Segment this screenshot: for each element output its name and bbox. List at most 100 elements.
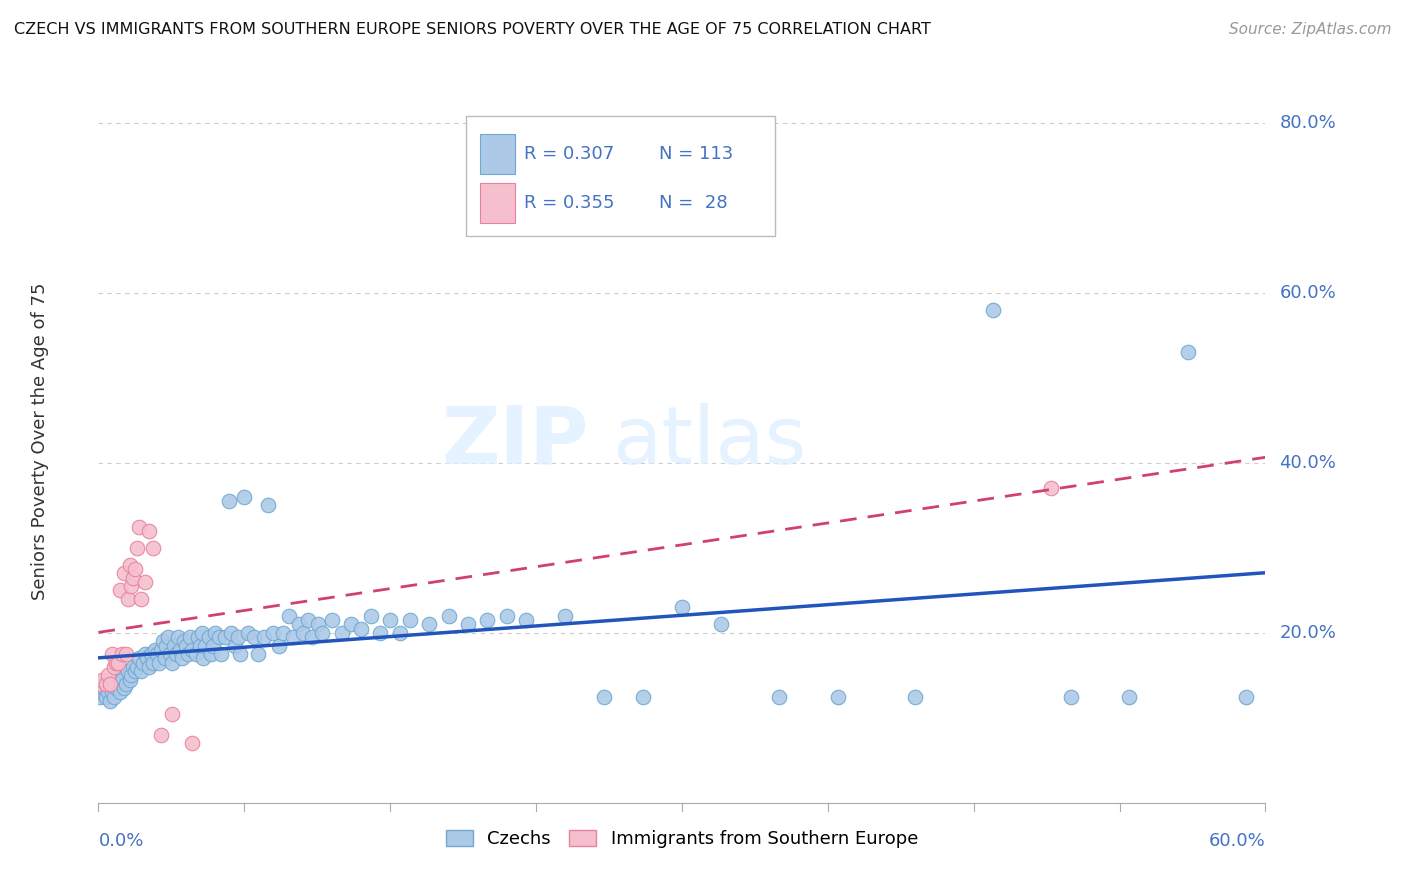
Point: [162, 656, 184, 670]
Point: [278, 608, 301, 623]
Point: [340, 617, 363, 632]
Point: [127, 541, 149, 555]
Point: [112, 681, 135, 695]
Point: [121, 668, 143, 682]
Point: [132, 656, 155, 670]
Point: [89, 690, 111, 704]
Point: [457, 617, 479, 632]
Point: [1060, 690, 1083, 704]
Point: [173, 634, 195, 648]
Point: [188, 639, 211, 653]
Point: [179, 630, 201, 644]
Point: [124, 664, 146, 678]
Text: Seniors Poverty Over the Age of 75: Seniors Poverty Over the Age of 75: [31, 283, 49, 600]
Point: [103, 690, 125, 704]
Point: [209, 647, 232, 661]
Point: [398, 613, 420, 627]
Point: [291, 625, 314, 640]
Point: [107, 677, 129, 691]
Point: [101, 685, 124, 699]
Point: [114, 677, 136, 691]
Point: [142, 541, 165, 555]
Point: [253, 630, 276, 644]
Point: [117, 591, 139, 606]
Point: [218, 494, 240, 508]
Point: [388, 625, 411, 640]
Point: [129, 591, 152, 606]
Text: 80.0%: 80.0%: [1279, 114, 1336, 132]
Point: [104, 656, 127, 670]
Point: [96, 677, 118, 691]
Point: [165, 647, 187, 661]
Point: [200, 647, 222, 661]
Point: [107, 668, 129, 682]
Point: [311, 625, 333, 640]
Point: [228, 630, 250, 644]
Point: [238, 625, 260, 640]
Point: [149, 728, 172, 742]
Point: [96, 690, 118, 704]
Point: [1234, 690, 1257, 704]
Text: 0.0%: 0.0%: [98, 831, 143, 850]
Point: [768, 690, 790, 704]
Point: [101, 677, 124, 691]
Point: [107, 656, 129, 670]
Text: R = 0.355: R = 0.355: [524, 194, 614, 212]
Point: [360, 608, 382, 623]
Point: [143, 642, 166, 657]
Point: [174, 639, 197, 653]
Text: 60.0%: 60.0%: [1209, 831, 1265, 850]
Point: [98, 694, 121, 708]
Point: [129, 664, 152, 678]
Point: [262, 625, 284, 640]
Point: [117, 664, 139, 678]
Text: 40.0%: 40.0%: [1279, 454, 1336, 472]
Point: [93, 681, 115, 695]
Point: [981, 302, 1004, 317]
Point: [496, 608, 519, 623]
Point: [139, 647, 162, 661]
Point: [187, 630, 209, 644]
Point: [149, 642, 172, 657]
Point: [153, 651, 176, 665]
Point: [152, 634, 174, 648]
Point: [330, 625, 353, 640]
FancyBboxPatch shape: [479, 183, 515, 223]
Point: [827, 690, 849, 704]
Point: [103, 660, 125, 674]
Point: [155, 639, 177, 653]
Point: [97, 685, 120, 699]
Point: [128, 519, 150, 533]
Text: N = 113: N = 113: [658, 145, 733, 163]
Point: [98, 677, 121, 691]
FancyBboxPatch shape: [465, 116, 775, 235]
Point: [118, 558, 141, 572]
Point: [515, 613, 537, 627]
Text: R = 0.307: R = 0.307: [524, 145, 614, 163]
Point: [1040, 481, 1063, 495]
Point: [128, 651, 150, 665]
Point: [321, 613, 343, 627]
Point: [904, 690, 927, 704]
Point: [229, 647, 252, 661]
Point: [477, 613, 499, 627]
Point: [134, 647, 156, 661]
Point: [159, 647, 181, 661]
Point: [380, 613, 402, 627]
Point: [169, 642, 191, 657]
Point: [208, 630, 231, 644]
Point: [1177, 345, 1199, 359]
Point: [91, 673, 114, 687]
Point: [167, 630, 190, 644]
Point: [127, 660, 149, 674]
Point: [124, 562, 146, 576]
Point: [138, 524, 160, 538]
Point: [121, 579, 143, 593]
Point: [1118, 690, 1140, 704]
Point: [89, 677, 111, 691]
Point: [554, 608, 576, 623]
Legend: Czechs, Immigrants from Southern Europe: Czechs, Immigrants from Southern Europe: [446, 830, 918, 848]
Point: [269, 639, 291, 653]
Point: [108, 583, 131, 598]
Point: [243, 630, 266, 644]
